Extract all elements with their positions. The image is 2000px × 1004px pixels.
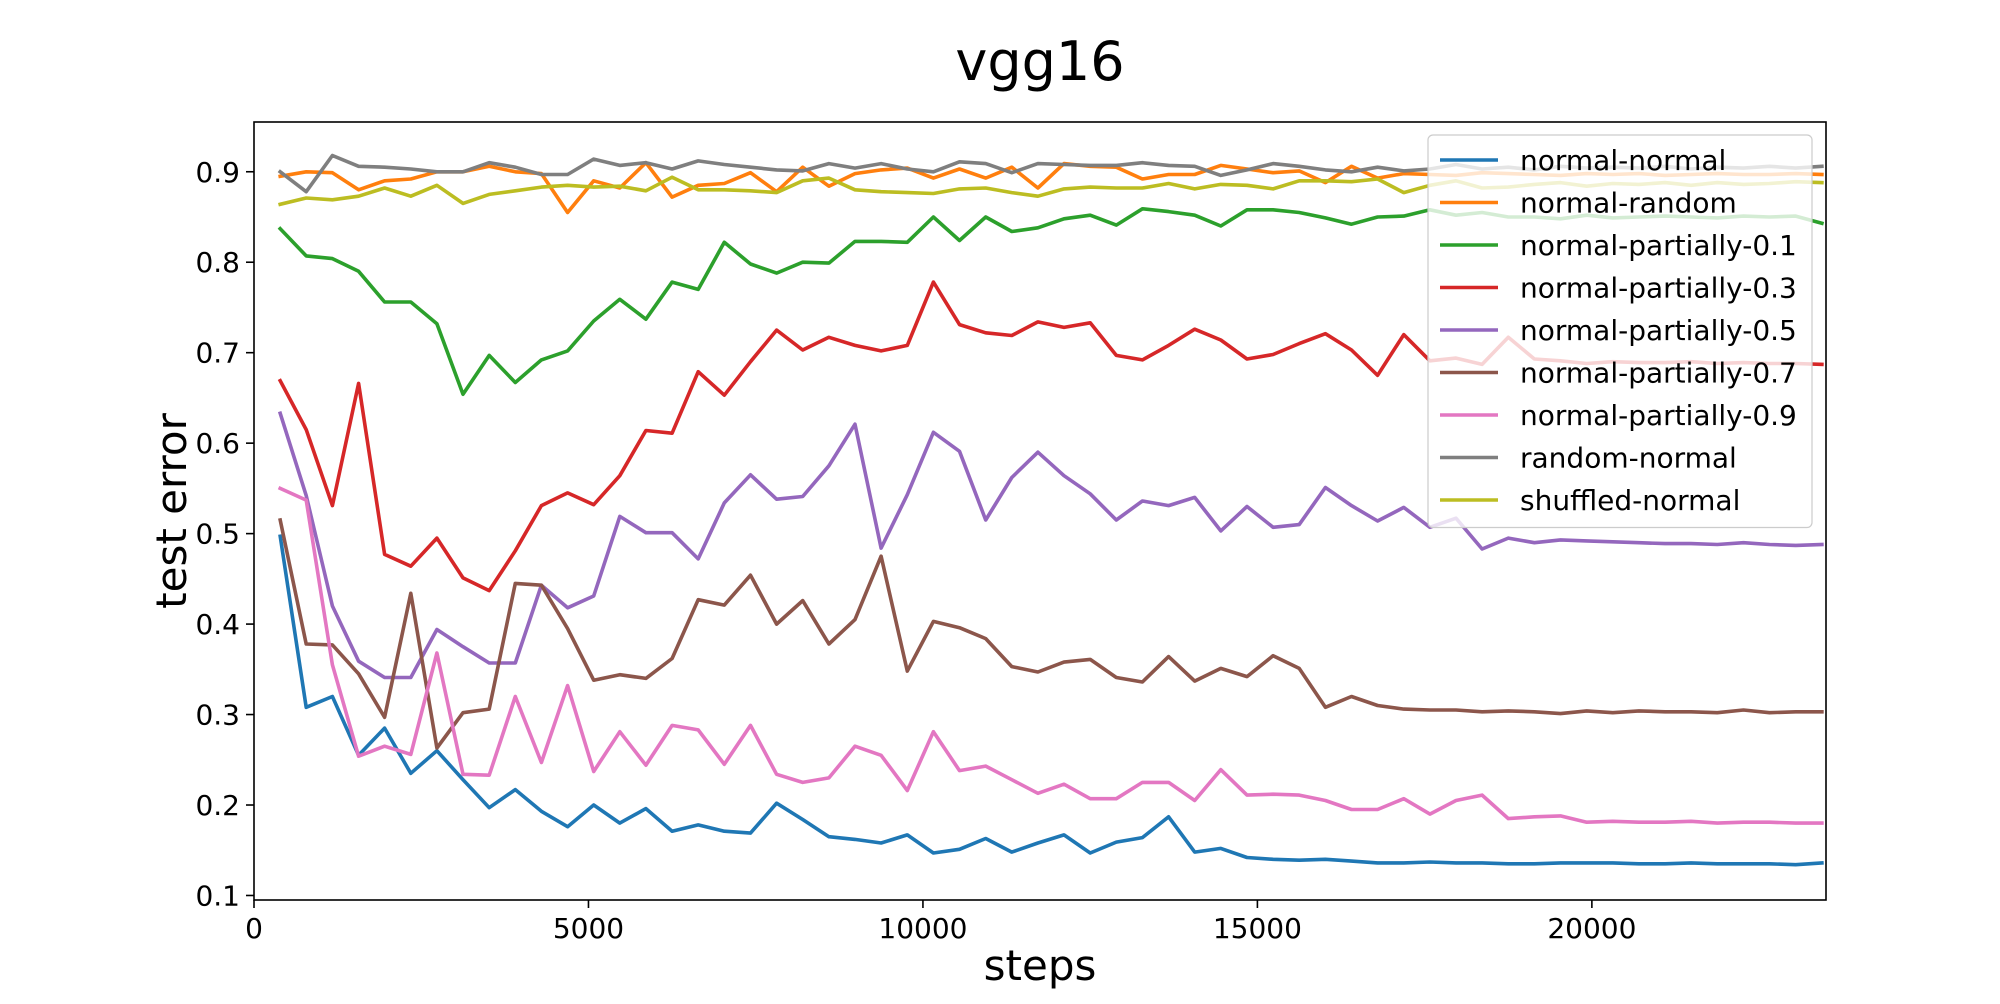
y-tick-label: 0.6 — [195, 427, 240, 460]
x-axis-label: steps — [984, 941, 1097, 990]
y-axis: 0.1 0.2 0.3 0.4 0.5 0.6 0.7 0.8 0.9 — [195, 156, 254, 912]
x-tick-label: 5000 — [553, 912, 624, 945]
legend-label: normal-partially-0.9 — [1520, 399, 1797, 432]
legend-label: normal-partially-0.3 — [1520, 272, 1797, 305]
y-tick-label: 0.9 — [195, 156, 240, 189]
legend-label: normal-partially-0.1 — [1520, 229, 1797, 262]
axes-frame — [253, 121, 1827, 901]
x-tick-label: 10000 — [878, 912, 967, 945]
legend-label: random-normal — [1520, 442, 1737, 475]
chart-title: vgg16 — [955, 30, 1124, 93]
x-tick-label: 0 — [245, 912, 263, 945]
y-tick-label: 0.3 — [195, 699, 240, 732]
y-tick-label: 0.8 — [195, 246, 240, 279]
x-tick-label: 20000 — [1547, 912, 1636, 945]
series-line-normal-normal — [278, 534, 1824, 867]
y-tick-label: 0.7 — [195, 337, 240, 370]
series-line-normal-partially-0.5 — [277, 411, 1824, 680]
legend: normal-normal normal-random normal-partial… — [1427, 134, 1813, 529]
plot-area — [277, 153, 1825, 867]
y-tick-label: 0.1 — [195, 879, 240, 912]
y-tick-label: 0.5 — [195, 518, 240, 551]
legend-label: normal-partially-0.7 — [1520, 357, 1797, 390]
series-line-normal-partially-0.7 — [278, 517, 1824, 750]
y-axis-label: test error — [147, 412, 196, 608]
y-tick-label: 0.2 — [195, 789, 240, 822]
legend-box — [1427, 134, 1813, 529]
x-axis: 0 5000 10000 15000 20000 — [245, 900, 1636, 945]
legend-label: shuffled-normal — [1520, 484, 1740, 517]
legend-label: normal-partially-0.5 — [1520, 314, 1797, 347]
y-tick-label: 0.4 — [195, 608, 240, 641]
series-line-normal-partially-0.9 — [277, 486, 1824, 825]
legend-label: normal-random — [1520, 187, 1737, 220]
legend-label: normal-normal — [1520, 144, 1726, 177]
x-tick-label: 15000 — [1213, 912, 1302, 945]
